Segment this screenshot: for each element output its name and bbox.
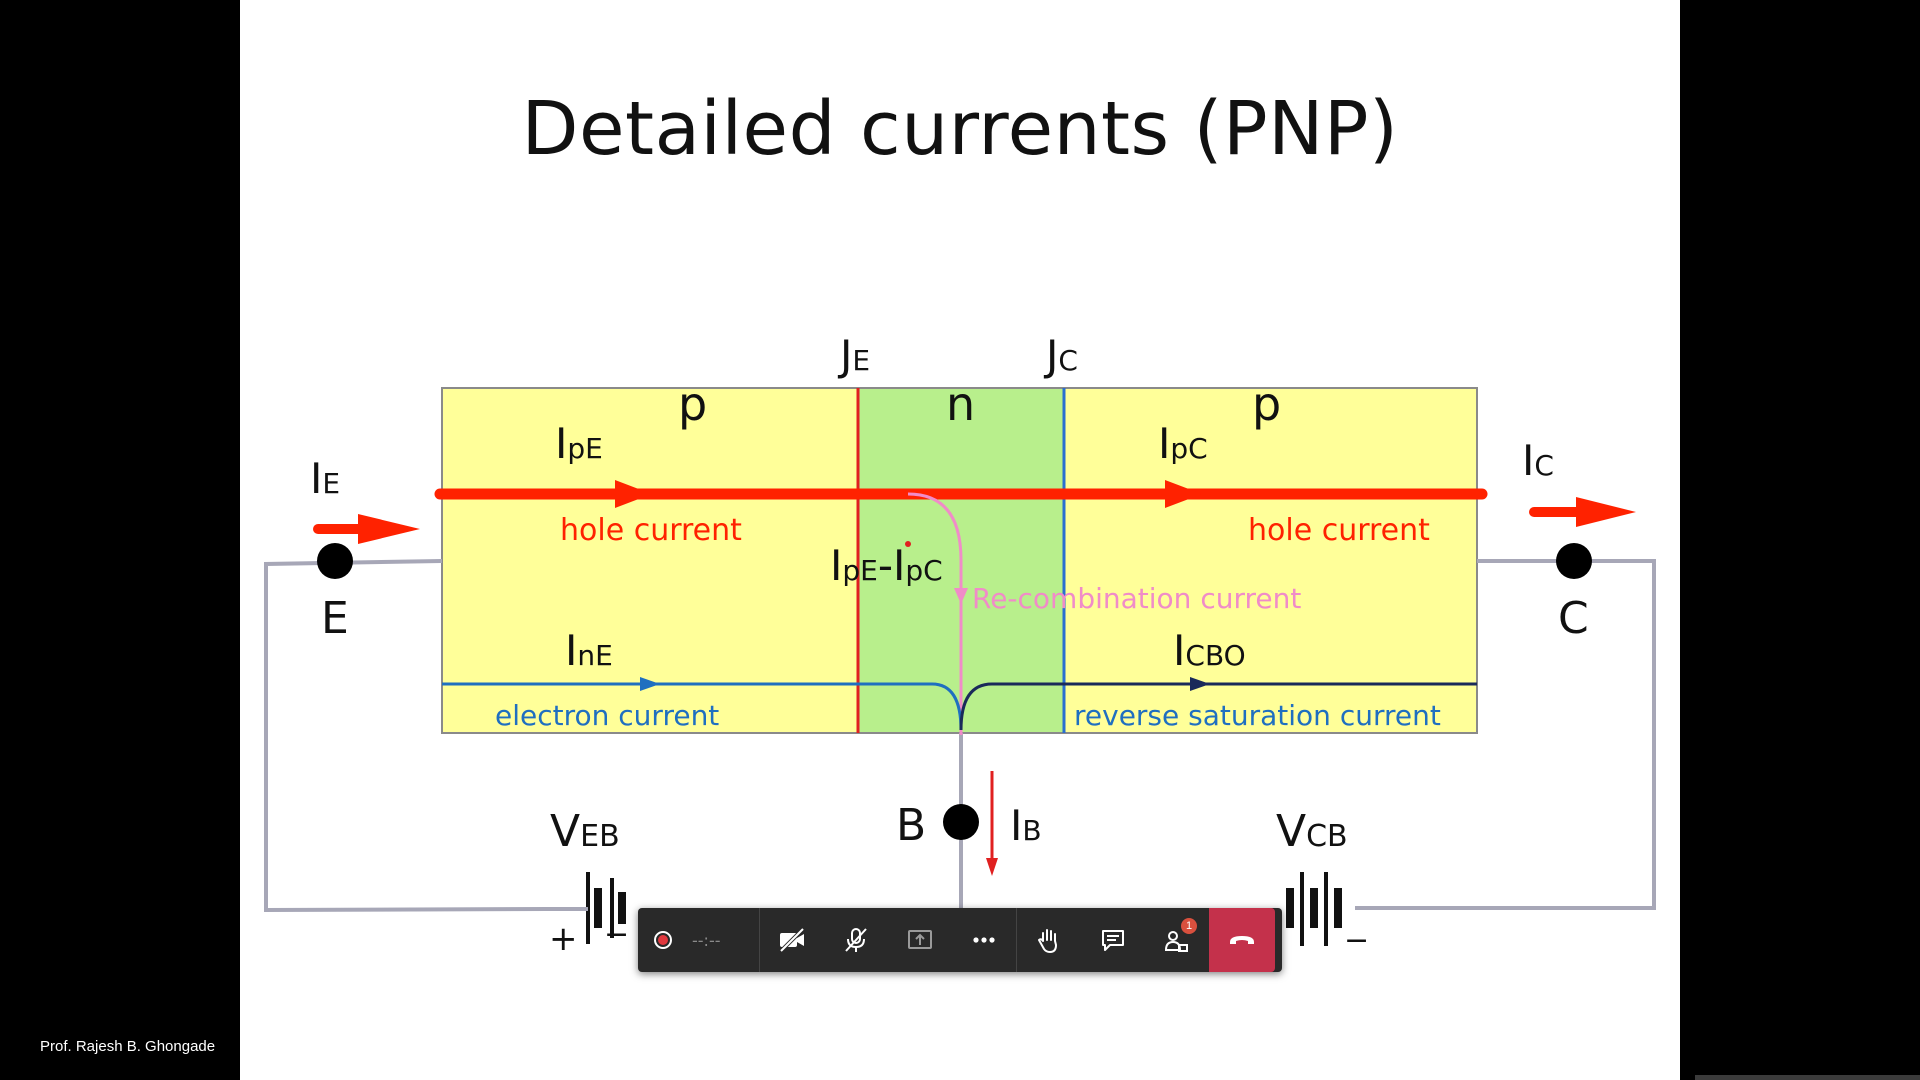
junction-e-label: JE [837,331,870,380]
more-actions-button[interactable] [952,908,1016,972]
electron-current-label: electron current [495,699,719,732]
hole-current-arrowhead-right [1165,480,1202,508]
recombination-label: Re-combination current [972,582,1301,615]
hole-current-right-label: hole current [1248,513,1430,548]
p-region-left [442,388,858,733]
ie-arrow [313,514,420,544]
camera-toggle-button[interactable] [760,908,824,972]
collector-terminal [1556,543,1592,579]
vcb-minus: − [1344,923,1369,958]
participants-icon [1164,931,1188,952]
participant-name: Prof. Rajesh B. Ghongade [40,1038,216,1055]
region-left-label: p [678,377,707,431]
icbo-label: ICBO [1173,626,1246,675]
ib-label: IB [1010,801,1042,850]
vcb-label: VCB [1276,806,1348,857]
veb-label: VEB [550,806,620,857]
hang-up-button[interactable] [1209,908,1275,972]
reverse-saturation-arrowhead [1190,677,1210,691]
slide-title: Detailed currents (PNP) [521,86,1399,172]
electron-current-arrowhead [640,677,660,691]
record-button[interactable]: --:-- [638,908,760,972]
share-screen-icon [908,930,932,949]
pointer-dot [905,541,911,547]
raise-hand-icon [1038,929,1057,953]
mic-toggle-button[interactable] [824,908,888,972]
collector-label: C [1558,593,1589,644]
emitter-terminal [317,543,353,579]
base-terminal [943,804,979,840]
ic-label: IC [1522,436,1554,485]
hole-current-left-label: hole current [560,513,742,548]
recombination-arrowhead [954,588,968,604]
emitter-label: E [321,593,349,644]
recombination-path [907,492,963,735]
transistor-diagram: p n p JE JC IE IC IpE IpC IpE-IpC InE IC… [264,331,1656,959]
ic-arrow [1529,497,1636,527]
participants-badge: 1 [1181,918,1197,934]
video-strip [1695,1075,1920,1080]
p-region-right [1064,388,1477,733]
toolbar-divider [1016,908,1017,972]
raise-hand-button[interactable] [1017,908,1081,972]
more-icon [973,937,995,943]
ipc-label: IpC [1158,419,1208,468]
hole-current-arrowhead-left [615,480,652,508]
ib-arrow [986,771,998,876]
reverse-saturation-path [959,682,1477,731]
battery-veb [547,872,626,944]
veb-minus: − [604,917,629,952]
share-screen-button[interactable] [888,908,952,972]
ipe-label: IpE [555,419,603,468]
meeting-toolbar: --:-- [638,908,1282,972]
slide: Detailed currents (PNP) [240,0,1680,1080]
chat-button[interactable] [1081,908,1145,972]
camera-off-icon [779,927,805,953]
ie-label: IE [310,454,340,503]
emitter-wire [264,559,548,913]
base-label: B [896,800,926,851]
veb-plus: + [549,919,578,959]
reverse-saturation-label: reverse saturation current [1074,699,1441,732]
record-timer: --:-- [692,930,721,950]
ipe-minus-ipc-label: IpE-IpC [830,541,943,590]
mic-off-icon [845,928,867,952]
ine-label: InE [565,626,613,675]
record-icon [654,931,672,949]
region-middle-label: n [946,377,975,431]
chat-icon [1102,930,1124,951]
hang-up-icon [1230,936,1254,944]
participants-button[interactable]: 1 [1145,908,1209,972]
junction-c-label: JC [1043,331,1078,380]
battery-vcb [1286,872,1342,946]
region-right-label: p [1252,377,1281,431]
